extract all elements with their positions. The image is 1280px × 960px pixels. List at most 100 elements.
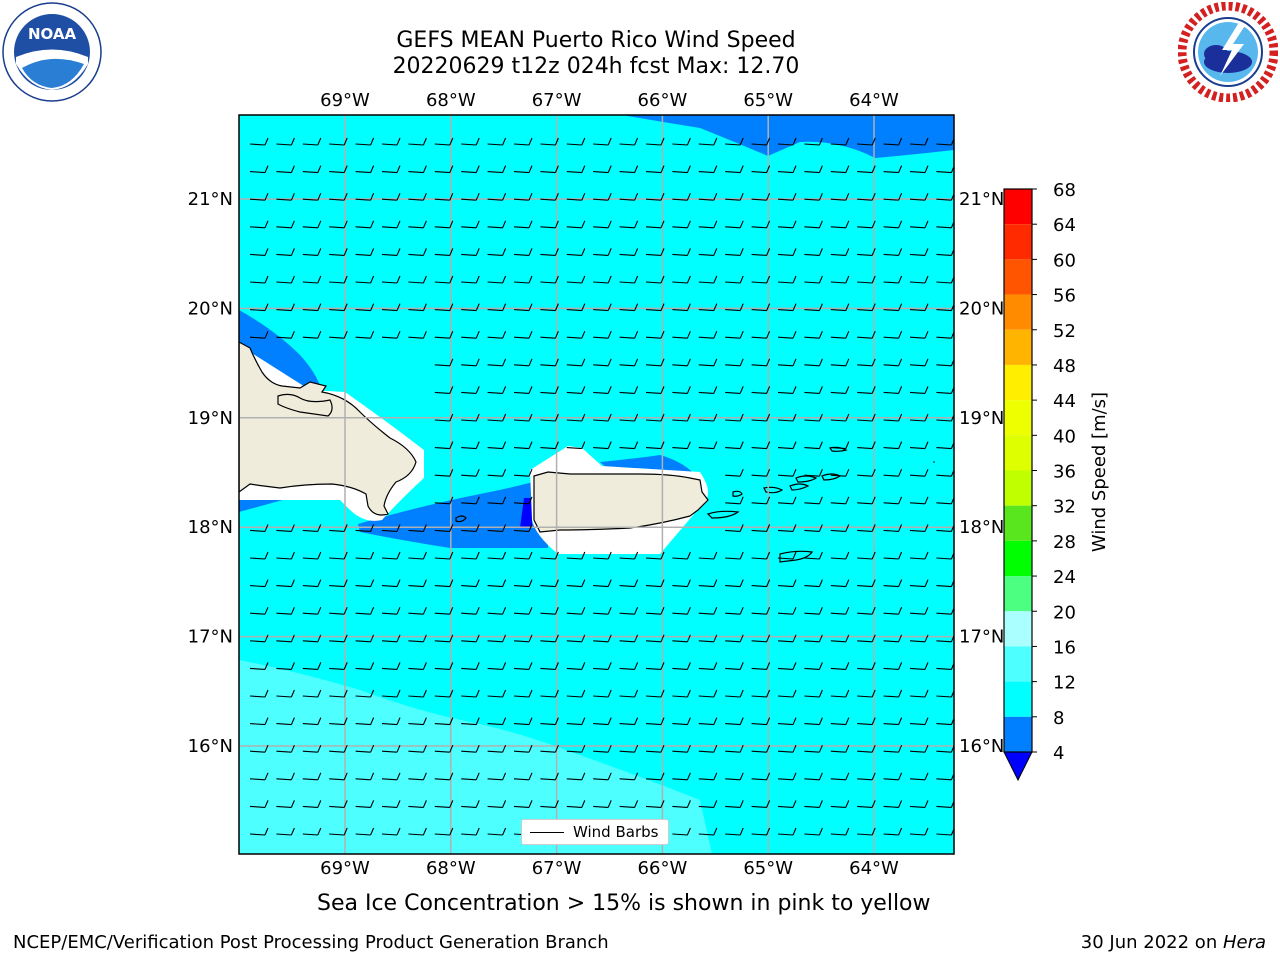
wind-barb [751,744,771,753]
wind-barb [830,606,850,615]
wind-barb [434,689,454,698]
wind-barb [434,220,454,229]
wind-barb [566,303,586,312]
wind-barb [830,248,850,256]
wind-barb [804,606,823,615]
wind-barb [830,496,850,505]
lon-label-top-0: 69°W [320,90,370,111]
wind-barb [487,634,507,643]
wind-barb [513,744,533,753]
wind-barb [276,606,295,615]
wind-barb [566,551,586,560]
wind-barb [487,717,507,726]
wind-barb [381,800,401,808]
wind-barb [751,303,771,312]
wind-barb [725,496,744,505]
wind-barb [355,744,375,753]
wind-barb [249,137,269,146]
wind-barb [883,192,903,201]
wind-barb [830,303,850,312]
colorbar-tick-label-64: 64 [1053,215,1076,236]
wind-barb [566,413,586,422]
wind-barb [513,275,533,284]
lon-label-top-2: 67°W [532,90,582,111]
wind-barb [566,358,586,367]
wind-barb [249,772,269,781]
wind-barb [540,358,559,367]
wind-barb [593,275,612,284]
wind-barb [725,468,744,477]
wind-barb [857,551,876,560]
wind-barb [249,524,269,532]
wind-barb [408,606,427,615]
wind-barb [672,772,691,781]
wind-barb [276,689,295,698]
land-vieques [706,510,740,519]
wind-barb [381,579,401,588]
wind-barb [566,662,586,670]
wind-barb [619,137,639,146]
wind-barb [777,386,797,394]
wind-barb [487,358,507,367]
wind-barb [672,662,691,670]
wind-barb [540,275,559,284]
wind-barb [804,524,823,532]
wind-barb [593,689,612,698]
wind-barb [645,662,665,670]
wind-barb [645,551,665,560]
wind-barb [804,358,823,367]
wind-barb [408,137,427,146]
wind-barb [883,137,903,146]
wind-barb [645,744,665,753]
wind-barb [276,220,295,229]
wind-barb [645,330,665,339]
wind-barb [434,413,454,422]
wind-barb [725,689,744,698]
wind-barb [804,579,823,588]
wind-barb [909,827,929,836]
wind-barb [777,358,797,367]
wind-barb [381,772,401,781]
wind-barb [804,303,823,312]
wind-barb [909,524,929,532]
wind-barb [355,192,375,201]
wind-barb [593,579,612,588]
wind-barb [619,165,639,174]
wind-barb [830,634,850,643]
wind-barb [672,386,691,394]
colorbar-band-64-68 [1004,189,1032,225]
wind-barb [434,165,454,174]
wind-barb [302,165,322,174]
colorbar-band-56-60 [1004,259,1032,295]
wind-barb [381,275,401,284]
wind-barb [830,192,850,201]
wind-barb [381,717,401,726]
wind-barb [329,827,348,836]
wind-barb [513,551,533,560]
wind-barb [540,303,559,312]
wind-barb [487,524,507,532]
wind-barb [698,137,718,146]
wind-barb [513,800,533,808]
wind-barb [777,248,797,256]
wind-barb [751,165,771,174]
footer-date: 30 Jun 2022 on Hera [1081,932,1266,953]
wind-barb [725,275,744,284]
wind-barb [857,524,876,532]
wind-barb [751,386,771,394]
wind-barb [566,717,586,726]
wind-barb [513,248,533,256]
wind-barb [461,634,480,643]
wind-barb [329,192,348,201]
lon-label-bottom-1: 68°W [426,858,476,879]
wind-barb [830,717,850,726]
wind-barb [830,220,850,229]
wind-barb [857,275,876,284]
wind-band-12-16-south [239,660,712,854]
wind-barb [461,330,480,339]
wind-barb [566,248,586,256]
map-legend: Wind Barbs [521,819,669,845]
wind-barb [751,772,771,781]
wind-barb [461,248,480,256]
wind-barb [672,800,691,808]
